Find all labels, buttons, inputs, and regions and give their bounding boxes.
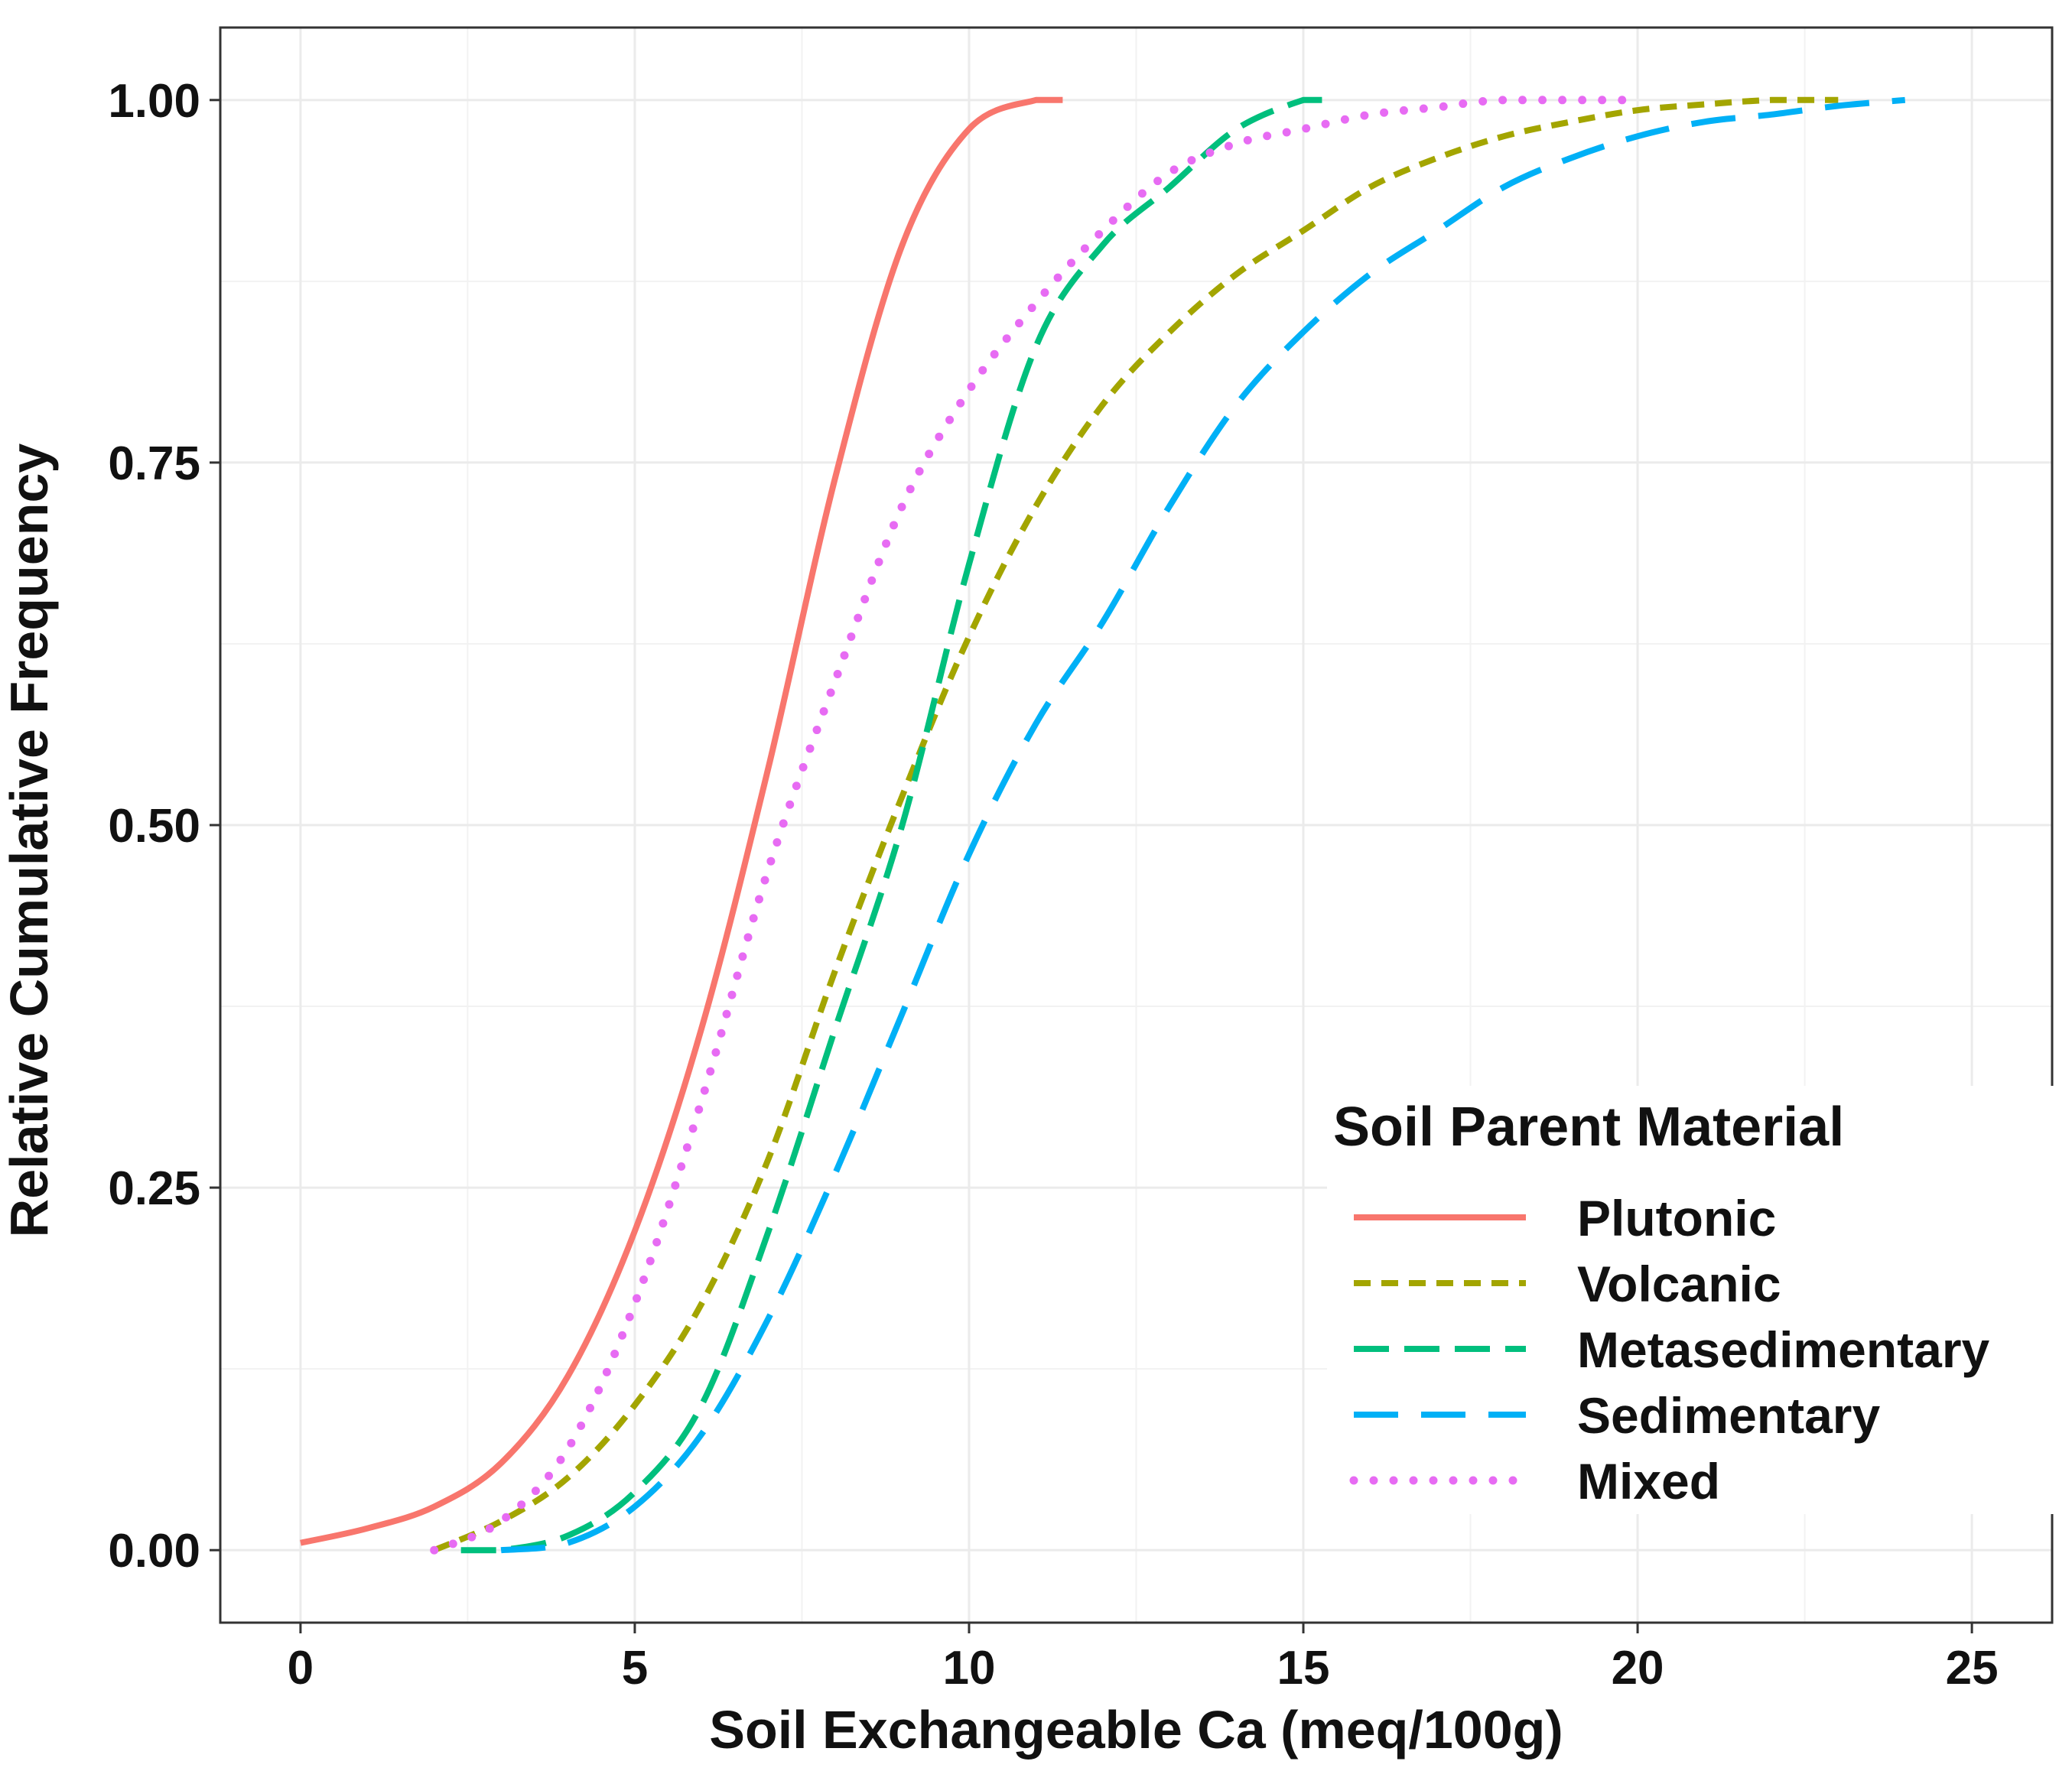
x-axis-ticks: 0 5 10 15 20 25 [288,1623,1999,1695]
legend-label-sedimentary: Sedimentary [1577,1387,1880,1444]
x-tick-label: 10 [942,1642,995,1695]
x-tick-label: 20 [1612,1642,1664,1695]
x-tick-label: 5 [622,1642,648,1695]
y-tick-label: 0.50 [108,800,200,853]
series-line-volcanic [433,96,1839,1553]
y-tick-label: 0.00 [108,1525,200,1578]
series-line-mixed [430,96,1642,1555]
chart-legend: Soil Parent Material Plutonic Volcanic Met… [1327,1086,2061,1514]
y-tick-label: 0.75 [108,437,200,490]
x-tick-label: 15 [1277,1642,1330,1695]
y-tick-label: 0.25 [108,1162,200,1215]
legend-label-plutonic: Plutonic [1577,1190,1776,1246]
series-lines [300,96,1906,1555]
x-tick-label: 25 [1946,1642,1999,1695]
series-line-metasedimentary [460,96,1324,1554]
legend-label-mixed: Mixed [1577,1453,1720,1509]
legend-items: Plutonic Volcanic Metasedimentary Sedimenta… [1349,1190,1990,1509]
x-axis-title: Soil Exchangeable Ca (meq/100g) [709,1700,1563,1760]
series-line-sedimentary [500,96,1906,1554]
legend-label-volcanic: Volcanic [1577,1256,1781,1312]
series-line-plutonic [300,96,1063,1546]
y-tick-label: 1.00 [108,75,200,128]
y-axis-ticks: 0.00 0.25 0.50 0.75 1.00 [108,75,220,1578]
legend-label-metasedimentary: Metasedimentary [1577,1321,1990,1378]
y-axis-title: Relative Cumulative Frequency [0,444,59,1238]
legend-background [1327,1086,2061,1514]
x-tick-label: 0 [288,1642,314,1695]
legend-title: Soil Parent Material [1333,1097,1844,1158]
